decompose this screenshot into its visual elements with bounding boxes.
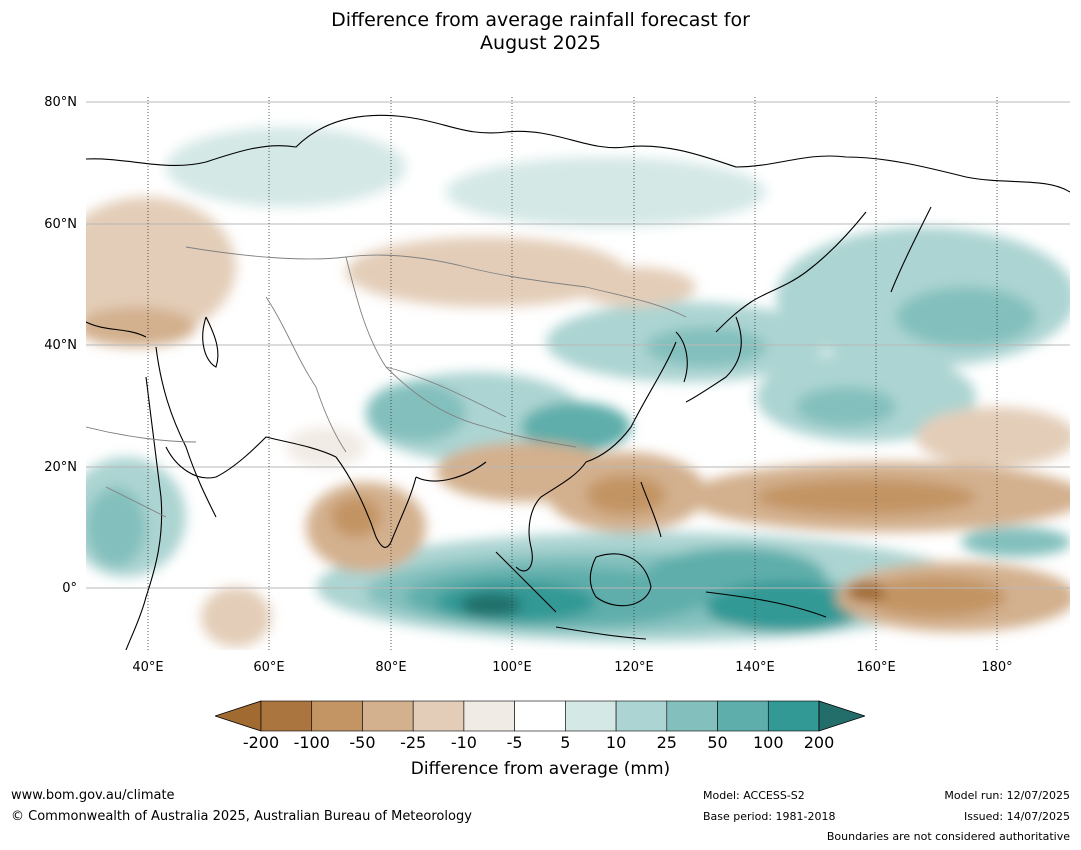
- colorbar-tick-label: -200: [242, 733, 280, 752]
- footer-issued: Issued: 14/07/2025: [963, 810, 1070, 823]
- country-boundaries: [86, 246, 687, 518]
- lat-label-60n: 60°N: [44, 217, 77, 232]
- lon-label-180: 180°: [981, 660, 1013, 675]
- chart-title: Difference from average rainfall forecas…: [0, 9, 1081, 55]
- colorbar-tick-label: -10: [450, 733, 477, 752]
- footer-model-run: Model run: 12/07/2025: [944, 789, 1070, 802]
- colorbar-cell: [311, 700, 363, 732]
- lat-label-0: 0°: [62, 581, 77, 596]
- lon-label-40e: 40°E: [132, 660, 164, 675]
- footer-disclaimer: Boundaries are not considered authoritat…: [826, 830, 1070, 843]
- colorbar-tick-label: -25: [400, 733, 427, 752]
- colorbar-cell: [362, 700, 414, 732]
- colorbar-tick-label: 200: [803, 733, 835, 752]
- colorbar-cell: [767, 700, 820, 732]
- colorbar-tick-label: 25: [656, 733, 677, 752]
- latitude-gridlines: [86, 101, 1070, 589]
- map-svg: [86, 97, 1070, 650]
- colorbar-cell: [412, 700, 465, 732]
- colorbar-tick-label: -50: [349, 733, 376, 752]
- colorbar-cell: [666, 700, 718, 732]
- colorbar-extend-low: [215, 700, 262, 732]
- lon-label-60e: 60°E: [253, 660, 285, 675]
- title-line-1: Difference from average rainfall forecas…: [331, 9, 750, 31]
- lon-label-80e: 80°E: [375, 660, 407, 675]
- colorbar-cell: [463, 700, 515, 732]
- colorbar-cell: [717, 700, 769, 732]
- forecast-map[interactable]: [86, 97, 1070, 650]
- lon-label-160e: 160°E: [856, 660, 896, 675]
- colorbar-label: Difference from average (mm): [410, 759, 671, 779]
- colorbar: [215, 700, 865, 732]
- colorbar-cell: [260, 700, 313, 732]
- longitude-gridlines: [147, 97, 998, 650]
- colorbar-tick-label: 10: [605, 733, 627, 752]
- colorbar-cell: [615, 700, 668, 732]
- lon-label-140e: 140°E: [735, 660, 775, 675]
- title-line-2: August 2025: [480, 32, 601, 54]
- coastlines: [86, 114, 1070, 650]
- colorbar-tick-label: 50: [707, 733, 728, 752]
- lat-label-20n: 20°N: [44, 460, 77, 475]
- colorbar-tick-label: 100: [752, 733, 784, 752]
- footer-model: Model: ACCESS-S2: [703, 789, 805, 802]
- lon-label-120e: 120°E: [614, 660, 654, 675]
- colorbar-cell: [514, 700, 566, 732]
- lon-label-100e: 100°E: [492, 660, 532, 675]
- colorbar-extend-high: [818, 700, 865, 732]
- footer-url[interactable]: www.bom.gov.au/climate: [11, 788, 175, 803]
- colorbar-tick-label: -5: [506, 733, 523, 752]
- lat-label-40n: 40°N: [44, 338, 77, 353]
- colorbar-tick-label: 5: [560, 733, 571, 752]
- footer-copyright: © Commonwealth of Australia 2025, Austra…: [11, 809, 472, 824]
- colorbar-cell: [565, 700, 617, 732]
- lat-label-80n: 80°N: [44, 95, 77, 110]
- footer-base-period: Base period: 1981-2018: [703, 810, 836, 823]
- anomaly-fields: [86, 127, 1070, 647]
- colorbar-tick-label: -100: [293, 733, 330, 752]
